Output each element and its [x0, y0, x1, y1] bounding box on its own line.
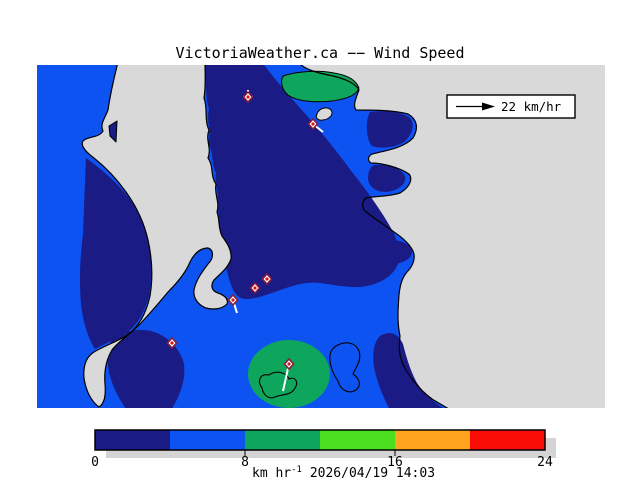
colorbar-units: km hr-1 2026/04/19 14:03 [252, 465, 435, 480]
unit-exponent: -1 [291, 465, 302, 475]
colorbar-tick-label: 0 [91, 455, 99, 470]
legend-arrow-head [482, 102, 495, 111]
low-wind-bay-small [108, 120, 118, 143]
colorbar-tick-label: 8 [241, 455, 249, 470]
unit-base: km hr [252, 466, 291, 480]
legend-value: 22 km/hr [501, 99, 562, 114]
wind-stations [166, 90, 324, 392]
colorbar-border [94, 429, 546, 451]
station-dot [311, 122, 315, 126]
colorbar-segment [320, 430, 395, 450]
colorbar-segment [95, 430, 170, 450]
page-title: VictoriaWeather.ca −− Wind Speed [176, 44, 465, 62]
colorbar: 0 8 16 24 km hr-1 2026/04/19 14:03 [91, 429, 556, 480]
colorbar-segment [470, 430, 545, 450]
colorbar-tick-label: 16 [387, 455, 403, 470]
station-dot [231, 298, 235, 302]
colorbar-segments [95, 430, 545, 450]
low-wind-region-southeast [373, 332, 443, 408]
station-dot [246, 95, 250, 99]
low-wind-region-southwest [107, 329, 185, 408]
small-island [315, 107, 333, 121]
low-wind-region-left [79, 158, 152, 349]
colorbar-segment [245, 430, 320, 450]
colorbar-segment [170, 430, 245, 450]
colorbar-segment [395, 430, 470, 450]
colorbar-tick-label: 24 [537, 455, 553, 470]
station-dot [170, 341, 174, 345]
coastline [300, 65, 449, 408]
station-dot [265, 277, 269, 281]
wind-legend: 22 km/hr [446, 94, 576, 119]
island-outline [259, 371, 298, 399]
wind-speed-map [37, 65, 605, 408]
station-dot [287, 362, 291, 366]
colorbar-datetime [302, 466, 310, 480]
high-wind-region-north [281, 70, 360, 103]
low-wind-pocket [370, 240, 412, 264]
low-wind-bay [368, 164, 406, 192]
legend-box [446, 94, 576, 119]
low-wind-pocket [341, 217, 363, 249]
land-peninsula [81, 65, 232, 408]
low-wind-bay [366, 111, 413, 148]
datetime-value: 2026/04/19 14:03 [310, 466, 435, 480]
island-outline [329, 342, 361, 393]
station-dot [253, 286, 257, 290]
high-wind-region-south [248, 340, 330, 408]
